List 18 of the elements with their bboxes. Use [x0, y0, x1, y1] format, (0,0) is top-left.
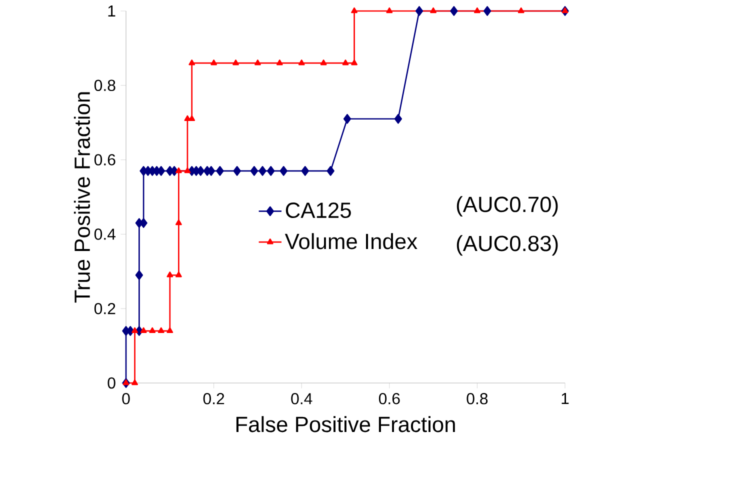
- y-tick-label: 0.2: [94, 302, 116, 314]
- legend-label: Volume Index: [284, 233, 418, 250]
- y-tick-label: 0.6: [94, 154, 116, 166]
- x-tick-label: 1: [562, 393, 569, 404]
- x-axis-title: False Positive Fraction: [236, 416, 455, 432]
- x-tick-label: 0.2: [203, 393, 224, 404]
- y-tick-label: 0: [108, 377, 116, 389]
- y-tick-label: 1: [108, 6, 116, 16]
- annotation: (AUC0.70): [456, 196, 558, 217]
- annotation: (AUC0.83): [456, 235, 558, 256]
- legend-label: CA125: [286, 202, 351, 218]
- x-tick-label: 0.8: [466, 393, 488, 404]
- y-tick-label: 0.4: [94, 228, 116, 240]
- x-tick-label: 0.4: [291, 393, 312, 404]
- x-tick-label: 0: [122, 393, 130, 404]
- y-tick-label: 0.8: [94, 80, 116, 92]
- x-tick-label: 0.6: [378, 393, 400, 404]
- y-axis-title: True Positive Fraction: [74, 92, 90, 303]
